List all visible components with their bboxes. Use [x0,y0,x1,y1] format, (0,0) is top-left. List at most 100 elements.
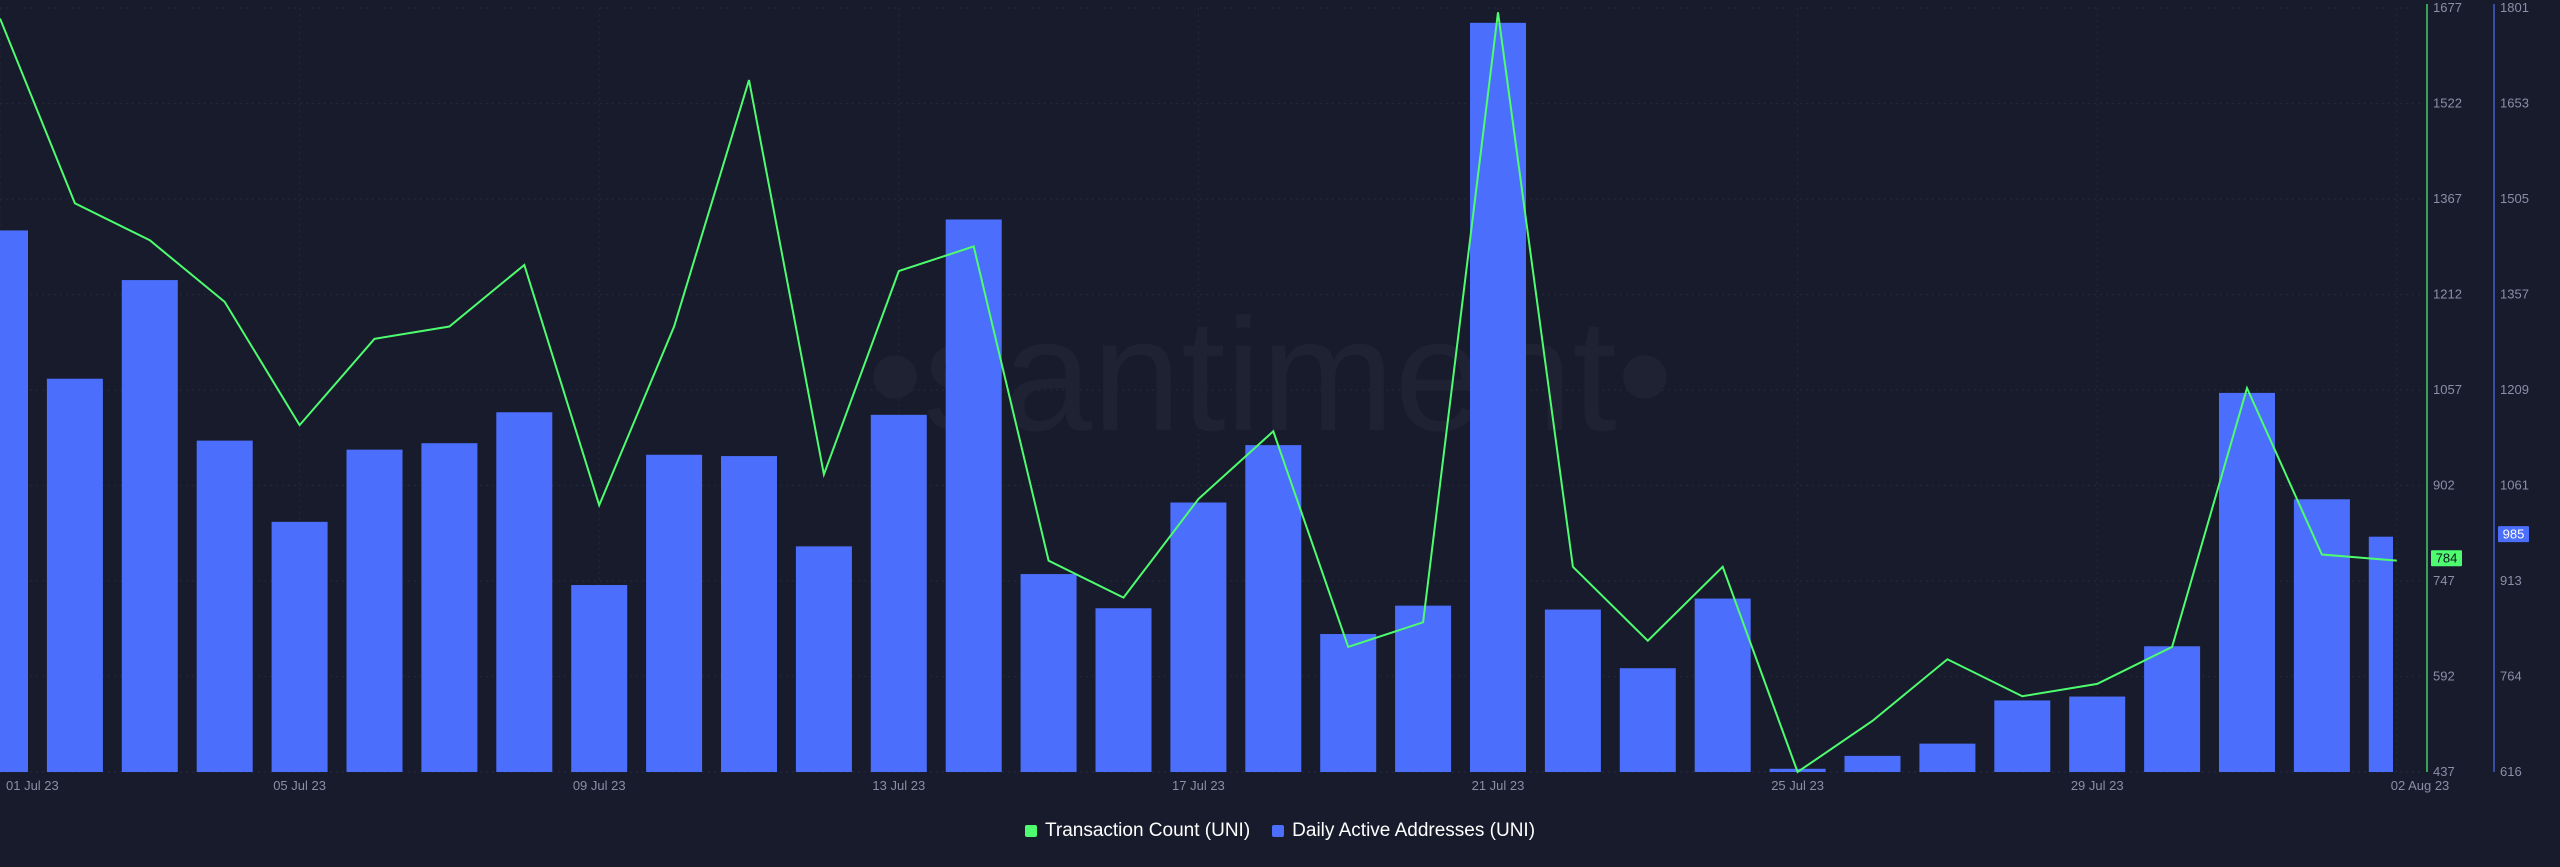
legend-item-daily-active-addresses[interactable]: Daily Active Addresses (UNI) [1272,820,1535,842]
bar-daily-active-addresses[interactable] [346,449,403,772]
bar-daily-active-addresses[interactable] [1470,22,1526,773]
line-transaction-count[interactable] [0,12,2397,774]
x-axis-tick-label: 09 Jul 23 [573,778,626,793]
point-transaction-count [1796,770,1800,774]
legend-label-daily-active-addresses: Daily Active Addresses (UNI) [1292,820,1536,841]
point-transaction-count [972,244,976,248]
bar-daily-active-addresses[interactable] [1095,608,1152,772]
bar-daily-active-addresses[interactable] [1245,445,1302,772]
bar-daily-active-addresses[interactable] [1320,634,1377,772]
point-transaction-count [822,472,826,476]
bar-daily-active-addresses[interactable] [721,456,777,772]
bar-daily-active-addresses[interactable] [46,378,103,772]
point-transaction-count [0,16,2,20]
point-transaction-count [447,325,451,329]
point-transaction-count [522,263,526,267]
bar-daily-active-addresses[interactable] [571,585,628,772]
bar-daily-active-addresses[interactable] [1544,609,1601,772]
point-transaction-count [148,238,152,242]
y-axis-transaction-count-tick-label: 1057 [2433,382,2462,397]
x-axis-tick-label: 01 Jul 23 [6,778,59,793]
bar-daily-active-addresses[interactable] [945,219,1002,773]
y-axis-daily-active-addresses-tick-label: 1061 [2500,478,2529,493]
bar-daily-active-addresses[interactable] [2368,536,2393,772]
bar-daily-active-addresses[interactable] [421,443,478,772]
bar-daily-active-addresses[interactable] [1020,574,1077,772]
bar-series [0,22,2393,773]
bar-daily-active-addresses[interactable] [1170,502,1227,772]
x-axis-tick-label: 02 Aug 23 [2391,778,2450,793]
point-transaction-count [1871,719,1875,723]
point-transaction-count [1646,639,1650,643]
point-transaction-count [298,423,302,427]
x-axis-tick-label: 05 Jul 23 [273,778,326,793]
bar-daily-active-addresses[interactable] [0,230,28,773]
bar-daily-active-addresses[interactable] [1919,743,1976,772]
y-axis-transaction-count-tick-label: 1522 [2433,96,2462,111]
bar-daily-active-addresses[interactable] [271,521,328,772]
y-axis-daily-active-addresses-tick-label: 1653 [2500,96,2529,111]
point-transaction-count [672,325,676,329]
point-transaction-count [1196,497,1200,501]
point-transaction-count [1122,596,1126,600]
bar-daily-active-addresses[interactable] [1694,598,1751,772]
y-axis-transaction-count-tick-label: 1212 [2433,287,2462,302]
point-transaction-count [1496,10,1500,14]
bar-daily-active-addresses[interactable] [2144,646,2201,772]
point-transaction-count [2020,694,2024,698]
y-axis-daily-active-addresses-tick-label: 913 [2500,573,2522,588]
legend: Transaction Count (UNI) Daily Active Add… [0,820,2560,842]
point-transaction-count [1346,645,1350,649]
point-transaction-count [1945,657,1949,661]
y-axis-transaction-count-tick-label: 1677 [2433,0,2462,15]
legend-item-transaction-count[interactable]: Transaction Count (UNI) [1024,820,1251,842]
bar-daily-active-addresses[interactable] [2293,499,2350,772]
bar-daily-active-addresses[interactable] [870,414,927,772]
bar-daily-active-addresses[interactable] [795,546,852,772]
legend-swatch-transaction-count [1024,825,1037,837]
point-transaction-count [747,78,751,82]
point-transaction-count [897,269,901,273]
point-transaction-count [373,337,377,341]
bar-daily-active-addresses[interactable] [1619,668,1676,772]
bar-daily-active-addresses[interactable] [2069,696,2126,772]
bar-daily-active-addresses[interactable] [121,280,178,772]
legend-label-transaction-count: Transaction Count (UNI) [1044,820,1251,841]
svg-text:784: 784 [2436,551,2458,566]
y-axis-daily-active-addresses-tick-label: 616 [2500,764,2522,779]
bar-daily-active-addresses[interactable] [646,454,703,772]
svg-text:985: 985 [2503,527,2525,542]
point-transaction-count [223,300,227,304]
y-axis-transaction-count-tick-label: 1367 [2433,191,2462,206]
point-transaction-count [2170,645,2174,649]
point-transaction-count [1721,565,1725,569]
y-axis-transaction-count-tick-label: 437 [2433,764,2455,779]
y-axis-transaction-count-tick-label: 592 [2433,669,2455,684]
bar-daily-active-addresses[interactable] [1844,755,1901,772]
y-axis-daily-active-addresses-tick-label: 764 [2500,669,2522,684]
point-transaction-count [1421,620,1425,624]
bar-daily-active-addresses[interactable] [1395,605,1452,772]
bar-daily-active-addresses[interactable] [2219,392,2275,772]
last-value-badge-daily-active-addresses: 985 [2498,526,2529,543]
x-axis-tick-label: 25 Jul 23 [1771,778,1824,793]
x-axis-tick-label: 17 Jul 23 [1172,778,1225,793]
axes: 1677 1522 1367 1212 1057 902 747 592 437 1801 1653… [6,0,2529,793]
y-axis-daily-active-addresses-tick-label: 1801 [2500,0,2529,15]
bar-daily-active-addresses[interactable] [496,412,553,772]
legend-swatch-daily-active-addresses [1272,825,1285,837]
y-axis-daily-active-addresses-tick-label: 1505 [2500,191,2529,206]
bar-daily-active-addresses[interactable] [1994,700,2051,772]
bar-daily-active-addresses[interactable] [196,440,253,772]
y-axis-transaction-count-tick-label: 747 [2433,573,2455,588]
y-axis-daily-active-addresses-tick-label: 1209 [2500,382,2529,397]
point-transaction-count [2095,682,2099,686]
y-axis-daily-active-addresses-tick-label: 1357 [2500,287,2529,302]
x-axis-tick-label: 21 Jul 23 [1472,778,1525,793]
last-value-badge-transaction-count: 784 [2431,550,2462,567]
line-series [0,10,2397,774]
grid-lines [0,7,2420,773]
point-transaction-count [1571,565,1575,569]
point-transaction-count [1047,559,1051,563]
